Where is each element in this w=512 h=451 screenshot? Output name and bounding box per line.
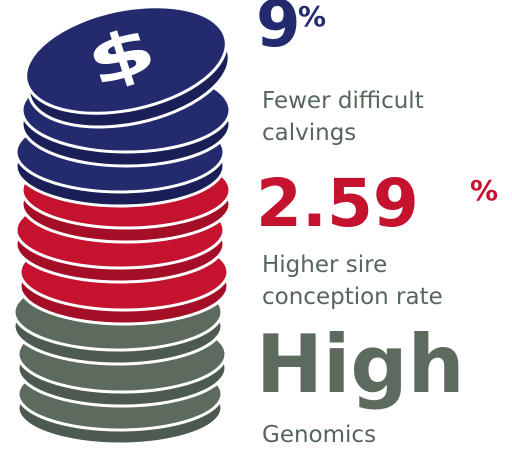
- stat-value: 9: [256, 0, 301, 62]
- stat: 2.59 % Higher sire conception rate: [256, 165, 498, 310]
- stat-value: 2.59: [256, 165, 419, 242]
- infographic: $ 9 % Fewer difficult calvings 2.59 % Hi…: [0, 0, 512, 451]
- stat-label: Fewer difficult: [262, 88, 424, 114]
- stat-label: calvings: [262, 120, 356, 146]
- stat-label: Genomics: [262, 422, 376, 448]
- stat: High Genomics: [256, 318, 465, 448]
- stat-label: conception rate: [262, 284, 443, 310]
- coin-stack: $: [14, 0, 239, 444]
- stat-label: Higher sire: [262, 252, 387, 278]
- stat-value: High: [256, 318, 465, 411]
- stat-unit: %: [298, 0, 326, 33]
- stat-unit: %: [470, 174, 498, 207]
- stat: 9 % Fewer difficult calvings: [256, 0, 424, 146]
